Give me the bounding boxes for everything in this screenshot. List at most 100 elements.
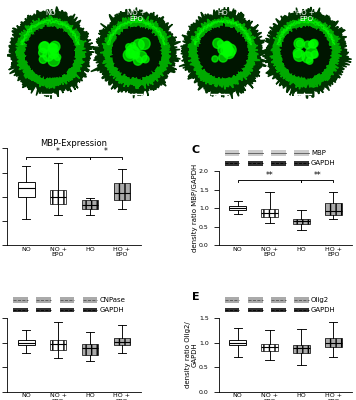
Ellipse shape	[48, 54, 60, 66]
Bar	[59, 297, 74, 302]
Polygon shape	[24, 25, 75, 79]
Ellipse shape	[49, 44, 58, 54]
Ellipse shape	[293, 48, 302, 58]
Ellipse shape	[133, 39, 144, 50]
Ellipse shape	[225, 44, 236, 56]
PathPatch shape	[114, 338, 130, 345]
PathPatch shape	[261, 344, 278, 352]
Bar	[248, 150, 262, 156]
PathPatch shape	[293, 218, 310, 224]
Text: A: A	[9, 7, 17, 17]
Ellipse shape	[212, 56, 218, 62]
PathPatch shape	[114, 184, 130, 200]
PathPatch shape	[261, 209, 278, 218]
Bar	[59, 308, 74, 312]
Text: *: *	[56, 147, 60, 156]
Bar	[248, 308, 262, 312]
Ellipse shape	[39, 42, 49, 53]
Polygon shape	[280, 26, 331, 79]
Bar	[83, 308, 98, 312]
PathPatch shape	[50, 340, 67, 350]
Ellipse shape	[310, 40, 318, 48]
Ellipse shape	[132, 52, 139, 59]
Ellipse shape	[302, 52, 313, 63]
Ellipse shape	[43, 50, 54, 61]
Text: HO +
EPO: HO + EPO	[297, 10, 315, 22]
Y-axis label: density ratio MBP/GAPDH: density ratio MBP/GAPDH	[192, 164, 198, 252]
Bar	[225, 308, 239, 312]
Ellipse shape	[126, 49, 135, 58]
Ellipse shape	[294, 38, 304, 49]
Polygon shape	[262, 7, 352, 98]
Bar	[13, 297, 28, 302]
Ellipse shape	[142, 56, 149, 63]
Ellipse shape	[130, 42, 136, 48]
Ellipse shape	[309, 42, 314, 47]
PathPatch shape	[18, 182, 35, 197]
Title: MBP-Expression: MBP-Expression	[41, 138, 108, 148]
Bar	[294, 150, 309, 156]
PathPatch shape	[229, 340, 246, 345]
Text: GAPDH: GAPDH	[311, 160, 336, 166]
Text: C: C	[192, 145, 200, 155]
PathPatch shape	[82, 200, 98, 209]
Ellipse shape	[48, 48, 58, 58]
Ellipse shape	[39, 55, 47, 63]
Ellipse shape	[213, 38, 222, 48]
Ellipse shape	[51, 50, 57, 56]
PathPatch shape	[293, 344, 310, 354]
PathPatch shape	[18, 340, 35, 345]
Ellipse shape	[126, 44, 132, 50]
Text: NO: NO	[45, 10, 56, 16]
Ellipse shape	[304, 41, 312, 49]
Ellipse shape	[221, 44, 233, 56]
Ellipse shape	[54, 54, 61, 60]
Text: **: **	[266, 171, 273, 180]
Polygon shape	[5, 7, 94, 99]
Ellipse shape	[306, 58, 313, 64]
Polygon shape	[270, 16, 341, 89]
Ellipse shape	[48, 43, 56, 52]
Ellipse shape	[309, 40, 317, 48]
Ellipse shape	[40, 42, 49, 51]
Polygon shape	[179, 7, 267, 99]
Bar	[294, 297, 309, 302]
Ellipse shape	[223, 42, 232, 52]
Ellipse shape	[218, 40, 224, 47]
Ellipse shape	[39, 48, 47, 57]
Ellipse shape	[138, 38, 150, 50]
Bar	[248, 161, 262, 166]
Ellipse shape	[219, 53, 227, 62]
Bar	[271, 308, 286, 312]
Bar	[271, 161, 286, 166]
Text: *: *	[104, 147, 108, 156]
Bar	[225, 297, 239, 302]
Ellipse shape	[294, 50, 305, 61]
Ellipse shape	[222, 42, 230, 50]
Bar	[225, 161, 239, 166]
PathPatch shape	[325, 203, 342, 215]
Bar	[248, 297, 262, 302]
PathPatch shape	[82, 344, 98, 355]
Polygon shape	[15, 15, 86, 89]
Polygon shape	[89, 8, 180, 98]
Polygon shape	[188, 16, 260, 89]
Polygon shape	[197, 23, 249, 78]
Text: HO: HO	[218, 10, 228, 16]
Text: CNPase: CNPase	[99, 296, 125, 302]
PathPatch shape	[50, 190, 67, 204]
Ellipse shape	[49, 41, 60, 52]
Ellipse shape	[297, 40, 303, 47]
Ellipse shape	[311, 51, 318, 58]
Bar	[36, 308, 51, 312]
PathPatch shape	[325, 338, 342, 348]
Text: E: E	[192, 292, 199, 302]
Polygon shape	[110, 26, 162, 80]
Bar	[271, 297, 286, 302]
Bar	[271, 150, 286, 156]
Bar	[13, 308, 28, 312]
Bar	[294, 161, 309, 166]
PathPatch shape	[229, 206, 246, 210]
Text: Olig2: Olig2	[311, 296, 329, 302]
Ellipse shape	[129, 47, 140, 58]
